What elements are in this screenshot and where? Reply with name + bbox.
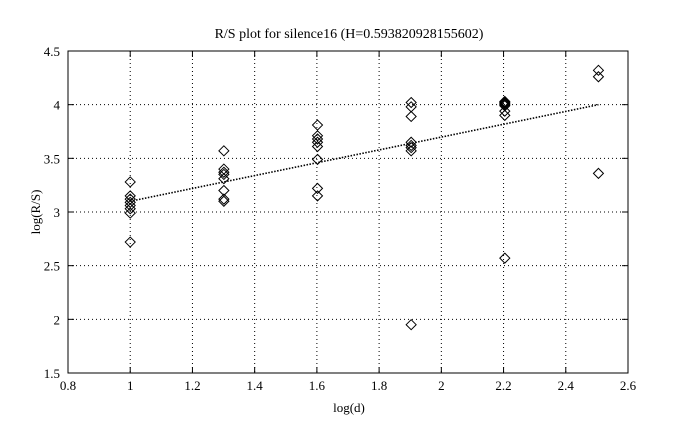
diamond-marker [499,109,511,122]
diamond-marker [218,168,230,181]
diamond-marker [124,207,136,219]
diamond-marker [124,176,136,188]
y-tick-label: 3.5 [44,151,60,166]
diamond-marker [592,167,605,180]
diamond-marker [405,141,417,154]
diamond-marker [218,184,230,197]
x-tick-label: 1.2 [184,378,200,393]
diamond-marker [218,173,230,185]
data-points [124,64,605,331]
diamond-marker [311,130,324,142]
diamond-marker [405,318,417,331]
y-tick-label: 4.5 [44,44,60,59]
diamond-marker [405,110,417,123]
diamond-marker [218,193,230,205]
y-tick-label: 2.5 [44,259,60,274]
diamond-marker [124,196,136,209]
x-tick-label: 1 [127,378,134,393]
diamond-marker [311,119,324,131]
diamond-marker [218,145,230,157]
diamond-marker [592,71,605,83]
diamond-marker [124,199,136,212]
diamond-marker [405,136,417,148]
diamond-marker [218,166,230,178]
x-tick-labels: 0.8 1 1.2 1.4 1.6 1.8 2 2.2 2.4 2.6 [60,378,637,393]
diamond-marker [124,203,136,215]
diamond-marker [311,153,324,166]
diamond-marker [499,105,511,117]
diamond-marker [311,133,324,145]
diamond-marker [499,96,511,109]
x-tick-label: 2.6 [620,378,637,393]
diamond-marker [405,96,417,109]
diamond-marker [405,139,417,152]
y-tick-label: 2 [54,312,61,327]
y-tick-labels: 1.5 2 2.5 3 3.5 4 4.5 [44,44,61,381]
x-tick-label: 2.2 [495,378,511,393]
diamond-marker [499,98,511,111]
diamond-marker [311,182,324,195]
grid-lines [68,51,628,373]
diamond-marker [311,140,324,153]
diamond-marker [218,195,230,207]
fit-line [130,103,599,203]
x-axis-label: log(d) [333,400,365,415]
diamond-marker [311,190,324,202]
y-tick-label: 1.5 [44,366,60,381]
x-tick-label: 2 [438,378,445,393]
y-tick-label: 4 [54,98,61,113]
diamond-marker [124,236,136,248]
x-tick-label: 1.6 [309,378,326,393]
diamond-marker [405,145,417,157]
x-tick-label: 0.8 [60,378,76,393]
diamond-marker [499,97,511,110]
chart-title: R/S plot for silence16 (H=0.593820928155… [215,27,484,42]
axis-ticks [67,50,629,374]
diamond-marker [592,64,605,77]
x-tick-label: 1.4 [247,378,264,393]
diamond-marker [499,252,511,264]
x-tick-label: 2.4 [558,378,575,393]
x-tick-label: 1.8 [371,378,387,393]
diamond-marker [311,136,324,148]
y-tick-label: 3 [54,205,61,220]
y-axis-label: log(R/S) [28,190,43,235]
